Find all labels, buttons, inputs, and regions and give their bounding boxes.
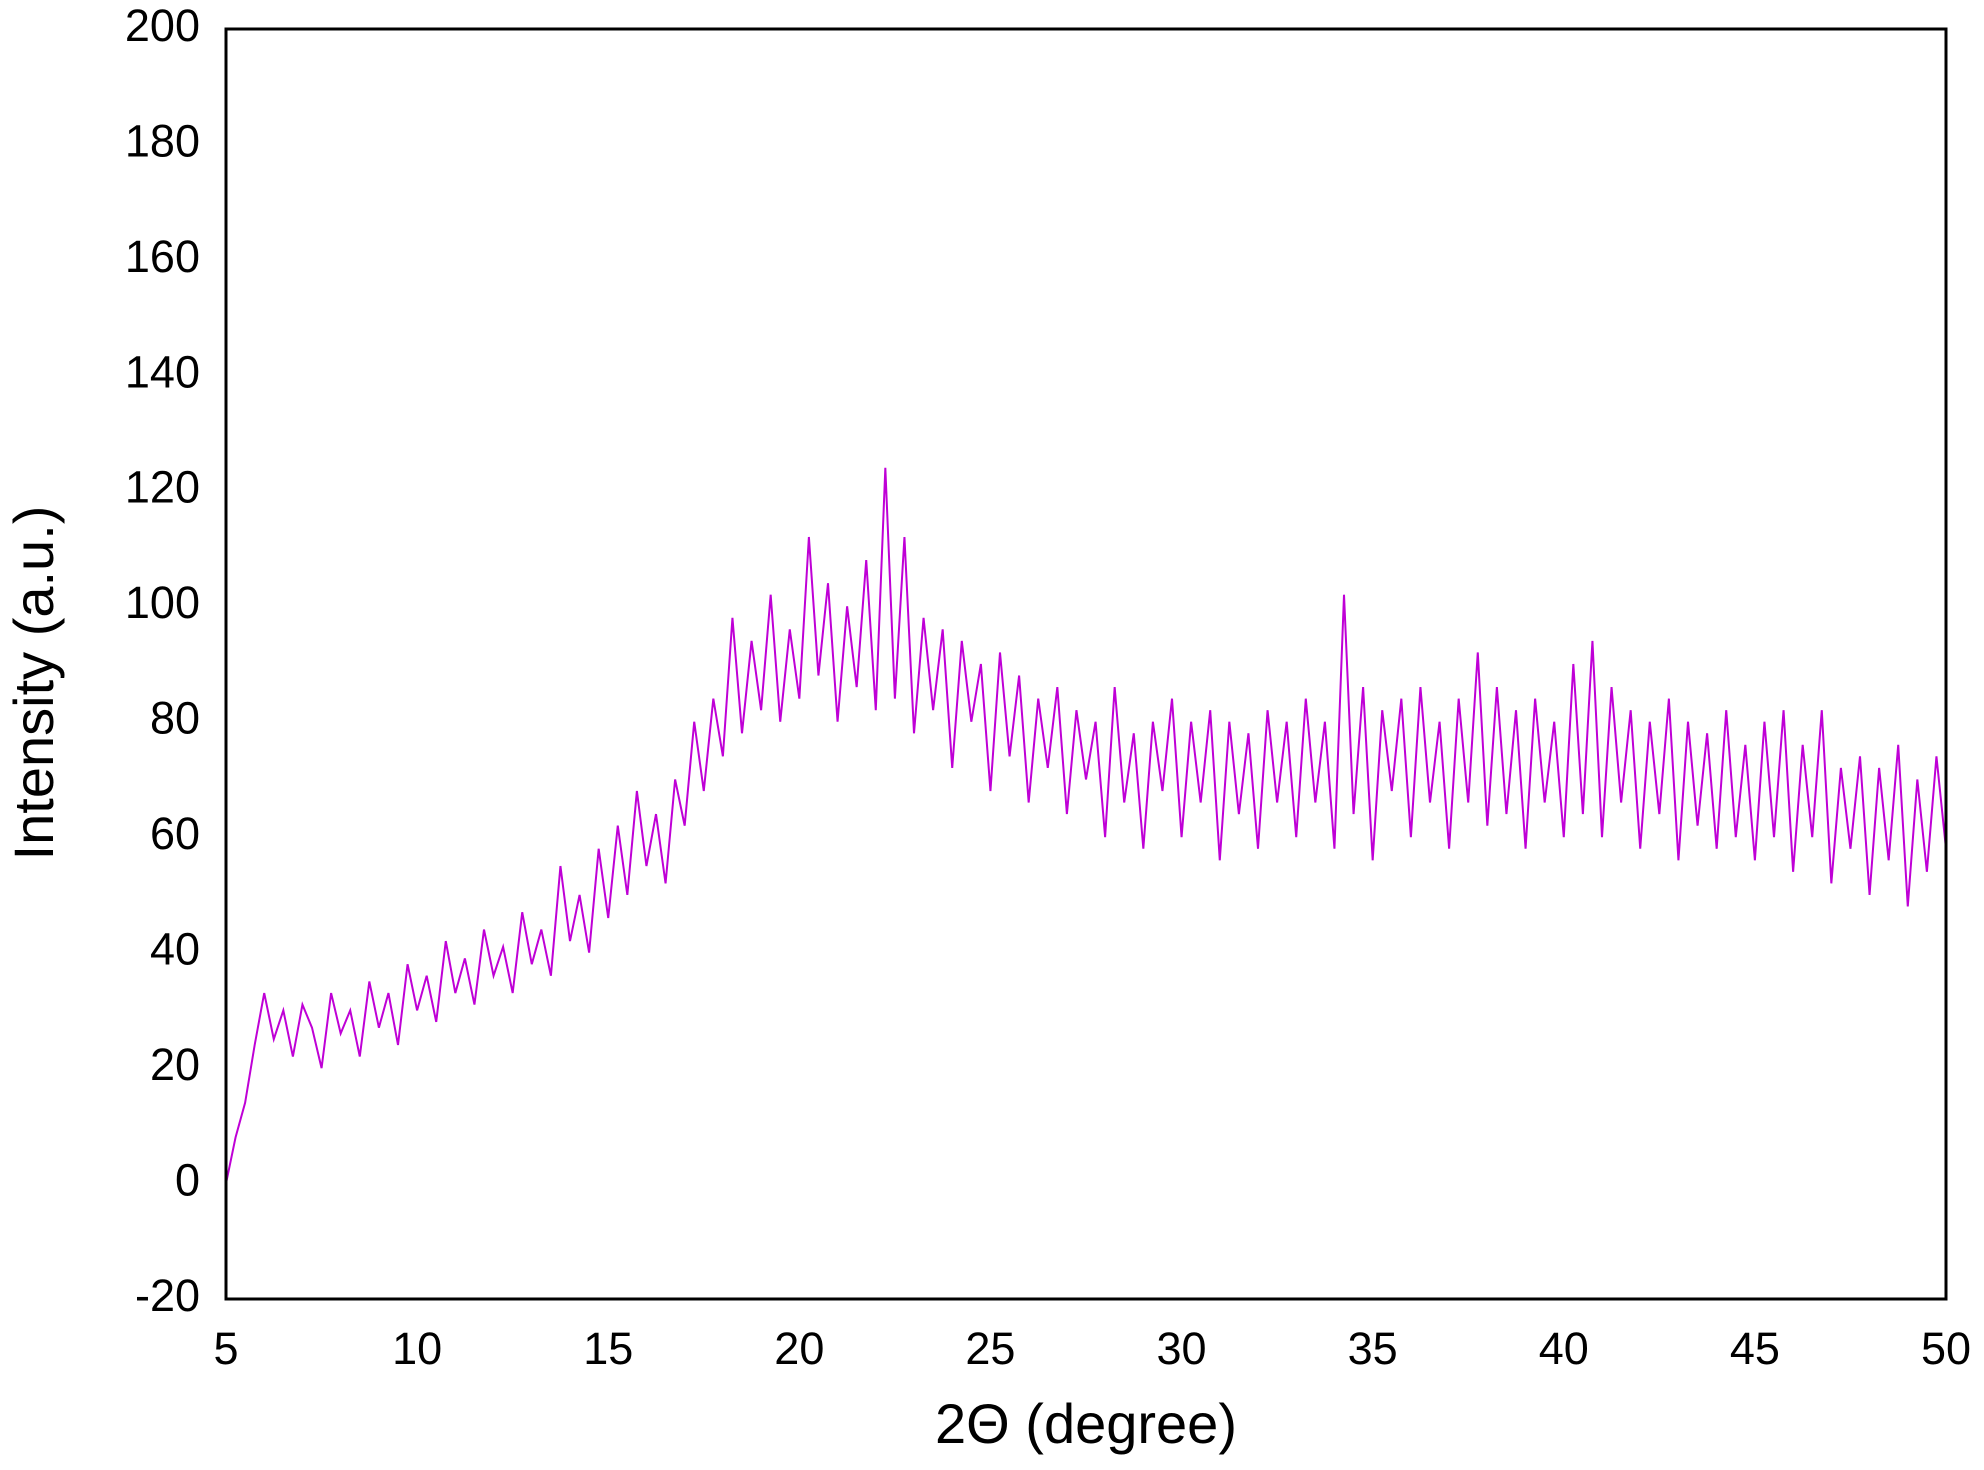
x-tick-label: 45 [1730,1323,1780,1374]
x-tick-label: 35 [1348,1323,1398,1374]
x-axis-title: 2Θ (degree) [935,1392,1237,1455]
y-axis-title: Intensity (a.u.) [2,506,65,861]
y-tick-label: 0 [175,1154,200,1205]
y-tick-label: 120 [125,462,200,513]
x-tick-label: 50 [1921,1323,1971,1374]
y-tick-label: 40 [150,924,200,975]
y-tick-label: 100 [125,577,200,628]
y-tick-label: 20 [150,1039,200,1090]
y-tick-label: 180 [125,115,200,166]
x-tick-label: 10 [392,1323,442,1374]
x-tick-label: 15 [583,1323,633,1374]
x-tick-label: 25 [965,1323,1015,1374]
x-tick-label: 40 [1539,1323,1589,1374]
y-tick-label: 160 [125,231,200,282]
x-tick-label: 5 [213,1323,238,1374]
y-tick-label: 60 [150,808,200,859]
x-tick-label: 30 [1157,1323,1207,1374]
data-line [225,467,1947,1184]
y-tick-label: 200 [125,0,200,51]
plot-frame [224,27,1948,1301]
x-tick-label: 20 [774,1323,824,1374]
y-tick-label: 140 [125,346,200,397]
y-tick-label: -20 [135,1270,200,1321]
y-tick-label: 80 [150,693,200,744]
